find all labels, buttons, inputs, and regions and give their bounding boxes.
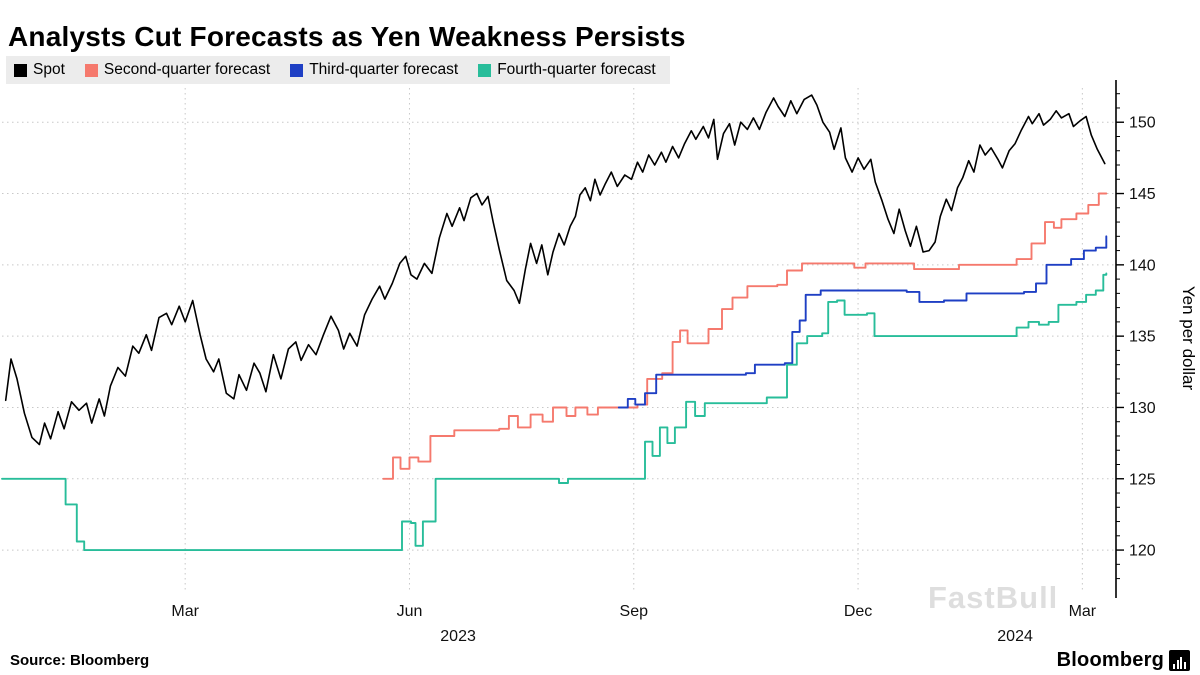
page-title: Analysts Cut Forecasts as Yen Weakness P… xyxy=(8,20,686,52)
legend-label-q3: Third-quarter forecast xyxy=(309,61,459,78)
y-tick-label: 135 xyxy=(1129,329,1156,346)
legend-swatch-q4 xyxy=(478,63,492,77)
legend-swatch-spot xyxy=(14,63,27,77)
legend-label-q4: Fourth-quarter forecast xyxy=(497,61,656,78)
legend-label-q2: Second-quarter forecast xyxy=(103,61,271,78)
x-tick-label: Jun xyxy=(397,603,423,620)
legend-swatch-q2 xyxy=(84,63,98,77)
legend-swatch-q3 xyxy=(290,63,304,77)
chart-legend: Spot Second-quarter forecast Third-quarter… xyxy=(6,56,670,84)
y-axis-title: Yen per dollar xyxy=(1179,286,1198,391)
series-line-spot xyxy=(4,94,1106,446)
watermark: FastBull xyxy=(928,580,1059,615)
bloomberg-chart-icon xyxy=(1169,649,1190,671)
y-tick-label: 140 xyxy=(1129,257,1156,274)
legend-item-q2: Second-quarter forecast xyxy=(84,61,271,79)
x-axis: Mar Jun Sep Dec Mar 2023 2024 xyxy=(171,603,1096,645)
footer: Source: Bloomberg Bloomberg xyxy=(0,647,1200,673)
series-line-fourth-quarter-forecast xyxy=(1,272,1108,552)
brand: Bloomberg xyxy=(1057,649,1190,672)
y-tick-label: 130 xyxy=(1129,400,1156,417)
y-tick-label: 120 xyxy=(1129,543,1156,560)
series-line-second-quarter-forecast xyxy=(382,192,1108,480)
legend-label-spot: Spot xyxy=(33,61,65,78)
legend-item-q4: Fourth-quarter forecast xyxy=(478,61,656,79)
y-axis: 120 125 130 135 140 145 150 Yen per dollar xyxy=(1115,80,1198,598)
legend-item-spot: Spot xyxy=(14,61,65,79)
legend-item-q3: Third-quarter forecast xyxy=(290,61,458,79)
source-text: Source: Bloomberg xyxy=(10,651,150,669)
y-tick-label: 150 xyxy=(1129,115,1156,132)
year-label: 2023 xyxy=(440,628,476,645)
brand-name: Bloomberg xyxy=(1056,648,1164,671)
gridlines xyxy=(2,88,1116,590)
year-label: 2024 xyxy=(997,628,1033,645)
series-line-third-quarter-forecast xyxy=(617,235,1108,409)
x-tick-label: Mar xyxy=(171,603,199,620)
y-tick-label: 145 xyxy=(1129,186,1156,203)
y-tick-label: 125 xyxy=(1129,471,1156,488)
x-tick-label: Mar xyxy=(1069,603,1097,620)
x-tick-label: Dec xyxy=(844,603,872,620)
x-tick-label: Sep xyxy=(620,603,649,620)
